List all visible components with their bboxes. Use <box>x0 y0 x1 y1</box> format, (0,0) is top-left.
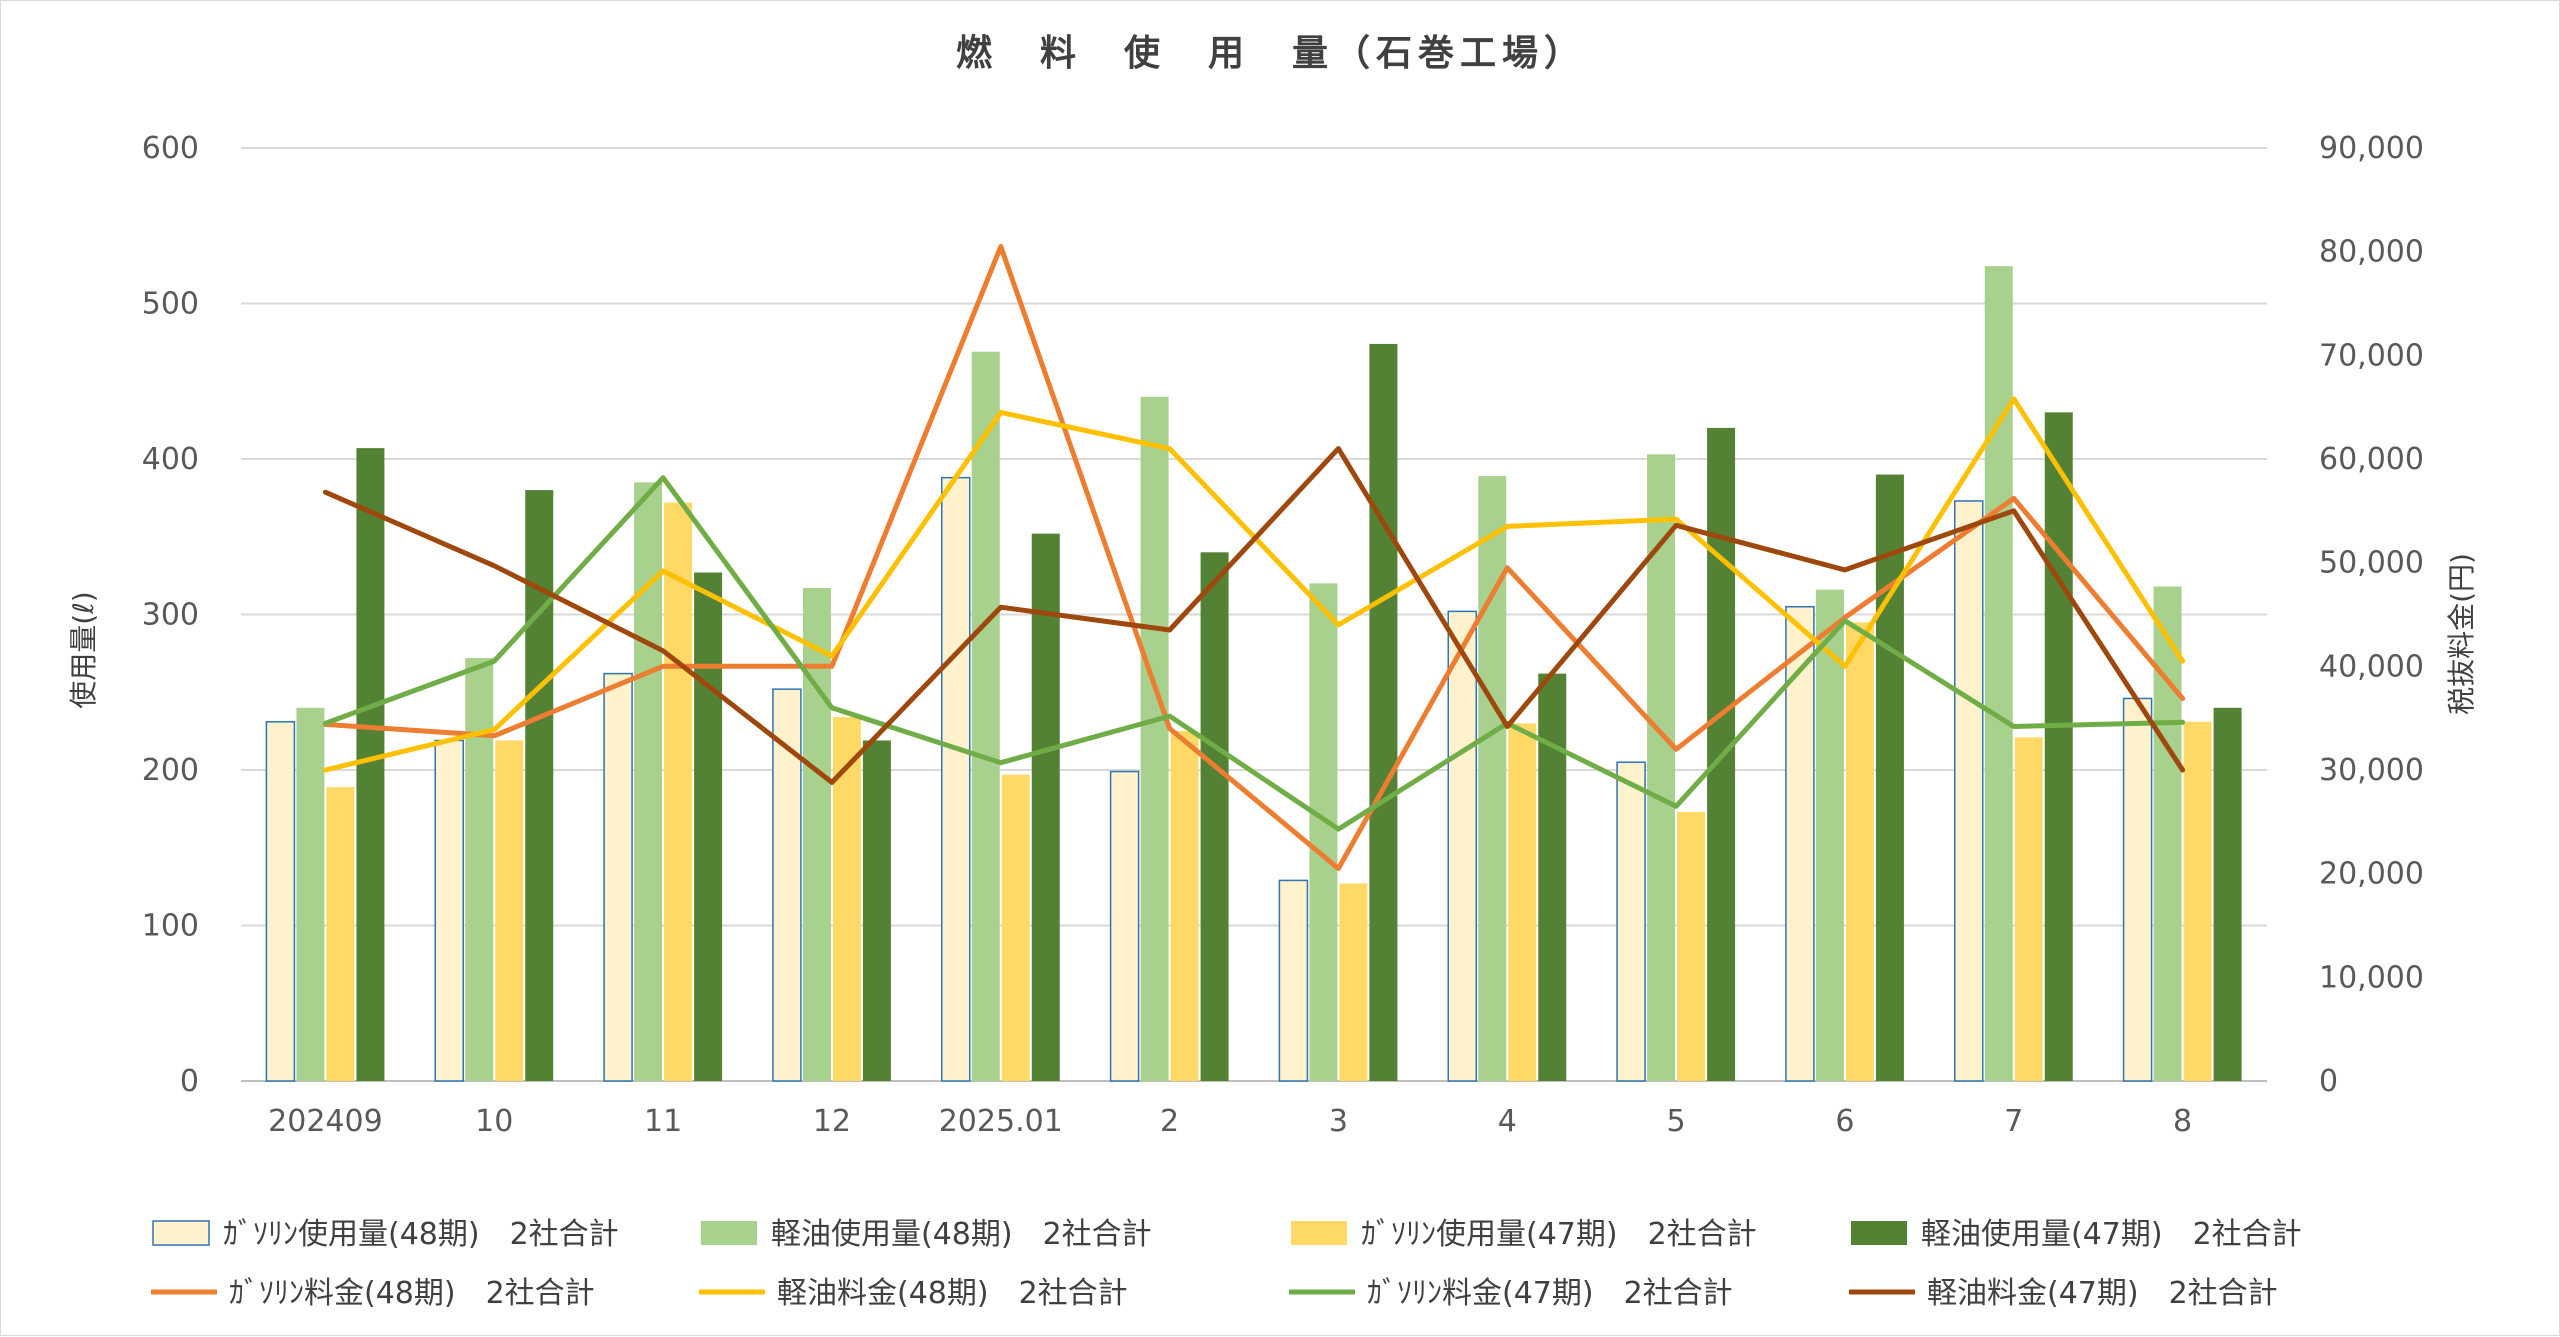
bar <box>1309 583 1337 1081</box>
bar <box>1538 674 1566 1081</box>
bar <box>1985 266 2013 1081</box>
bar <box>1876 475 1904 1081</box>
x-tick-label: 202409 <box>268 1104 383 1139</box>
y2-tick-label: 40,000 <box>2319 649 2424 684</box>
y2-tick-label: 10,000 <box>2319 960 2424 995</box>
x-tick-label: 5 <box>1667 1104 1686 1139</box>
bar <box>296 708 324 1081</box>
y2-tick-label: 50,000 <box>2319 546 2424 581</box>
bar <box>2154 587 2182 1081</box>
legend-label: 軽油使用量(48期) 2社合計 <box>771 1217 1152 1252</box>
bar <box>1478 476 1506 1081</box>
bar <box>435 740 463 1081</box>
chart-title: 燃 料 使 用 量（石巻工場） <box>956 33 1586 74</box>
bar <box>266 722 294 1081</box>
y-tick-label: 500 <box>142 287 199 322</box>
bar <box>2045 412 2073 1081</box>
y-tick-label: 100 <box>142 909 199 944</box>
y-tick-label: 0 <box>180 1064 199 1099</box>
bar <box>803 588 831 1081</box>
bar <box>1955 501 1983 1081</box>
bar <box>1369 344 1397 1081</box>
bar <box>1846 622 1874 1081</box>
bar <box>1617 762 1645 1081</box>
y-tick-label: 400 <box>142 442 199 477</box>
bar <box>1171 731 1199 1081</box>
bar <box>465 658 493 1081</box>
bar <box>863 740 891 1081</box>
legend-label: 軽油料金(48期) 2社合計 <box>777 1276 1128 1311</box>
bar <box>356 448 384 1081</box>
y2-axis-title: 税抜料金(円) <box>2445 553 2478 715</box>
x-tick-label: 8 <box>2173 1104 2192 1139</box>
bar <box>1647 454 1675 1081</box>
bar <box>1201 552 1229 1081</box>
y2-tick-label: 70,000 <box>2319 338 2424 373</box>
x-tick-label: 7 <box>2004 1104 2023 1139</box>
bar <box>525 490 553 1081</box>
x-tick-label: 12 <box>813 1104 851 1139</box>
x-tick-label: 4 <box>1498 1104 1517 1139</box>
legend-swatch <box>1291 1221 1347 1245</box>
legend-swatch <box>701 1221 757 1245</box>
bar <box>1339 884 1367 1081</box>
bar <box>2214 708 2242 1081</box>
y-tick-label: 300 <box>142 598 199 633</box>
bar <box>634 482 662 1081</box>
legend-swatch <box>153 1221 209 1245</box>
bar <box>1111 772 1139 1081</box>
bar <box>326 787 354 1081</box>
bar <box>664 503 692 1081</box>
y2-tick-label: 0 <box>2319 1064 2338 1099</box>
bar <box>972 352 1000 1081</box>
x-tick-label: 3 <box>1329 1104 1348 1139</box>
bar <box>1279 880 1307 1081</box>
x-tick-label: 2025.01 <box>939 1104 1063 1139</box>
x-tick-label: 11 <box>644 1104 682 1139</box>
bar <box>2124 698 2152 1081</box>
bar <box>1508 723 1536 1081</box>
x-tick-label: 10 <box>475 1104 513 1139</box>
y2-tick-label: 20,000 <box>2319 857 2424 892</box>
legend-label: ｶﾞｿﾘﾝ使用量(47期) 2社合計 <box>1361 1217 1757 1252</box>
legend-swatch <box>1851 1221 1907 1245</box>
bar <box>495 740 523 1081</box>
bar <box>694 573 722 1081</box>
bar <box>1677 812 1705 1081</box>
legend-label: 軽油料金(47期) 2社合計 <box>1927 1276 2278 1311</box>
y-tick-label: 600 <box>142 131 199 166</box>
legend-label: ｶﾞｿﾘﾝ料金(47期) 2社合計 <box>1367 1276 1733 1311</box>
y2-tick-label: 90,000 <box>2319 131 2424 166</box>
legend-label: ｶﾞｿﾘﾝ料金(48期) 2社合計 <box>229 1276 595 1311</box>
bar <box>1141 397 1169 1081</box>
bar <box>942 478 970 1081</box>
legend-label: 軽油使用量(47期) 2社合計 <box>1921 1217 2302 1252</box>
y-axis-title: 使用量(ℓ) <box>67 591 100 708</box>
bar <box>2184 722 2212 1081</box>
y-tick-label: 200 <box>142 753 199 788</box>
bar <box>1002 775 1030 1081</box>
bar <box>2015 737 2043 1081</box>
bar <box>604 674 632 1081</box>
y2-tick-label: 60,000 <box>2319 442 2424 477</box>
y2-tick-label: 30,000 <box>2319 753 2424 788</box>
y2-tick-label: 80,000 <box>2319 235 2424 270</box>
bar <box>833 717 861 1081</box>
legend-label: ｶﾞｿﾘﾝ使用量(48期) 2社合計 <box>223 1217 619 1252</box>
legend: ｶﾞｿﾘﾝ使用量(48期) 2社合計 軽油使用量(48期) 2社合計 ｶﾞｿﾘﾝ使用… <box>151 1217 2302 1311</box>
x-tick-label: 6 <box>1835 1104 1854 1139</box>
bar <box>1448 611 1476 1081</box>
bars <box>266 266 2241 1081</box>
x-tick-label: 2 <box>1160 1104 1179 1139</box>
